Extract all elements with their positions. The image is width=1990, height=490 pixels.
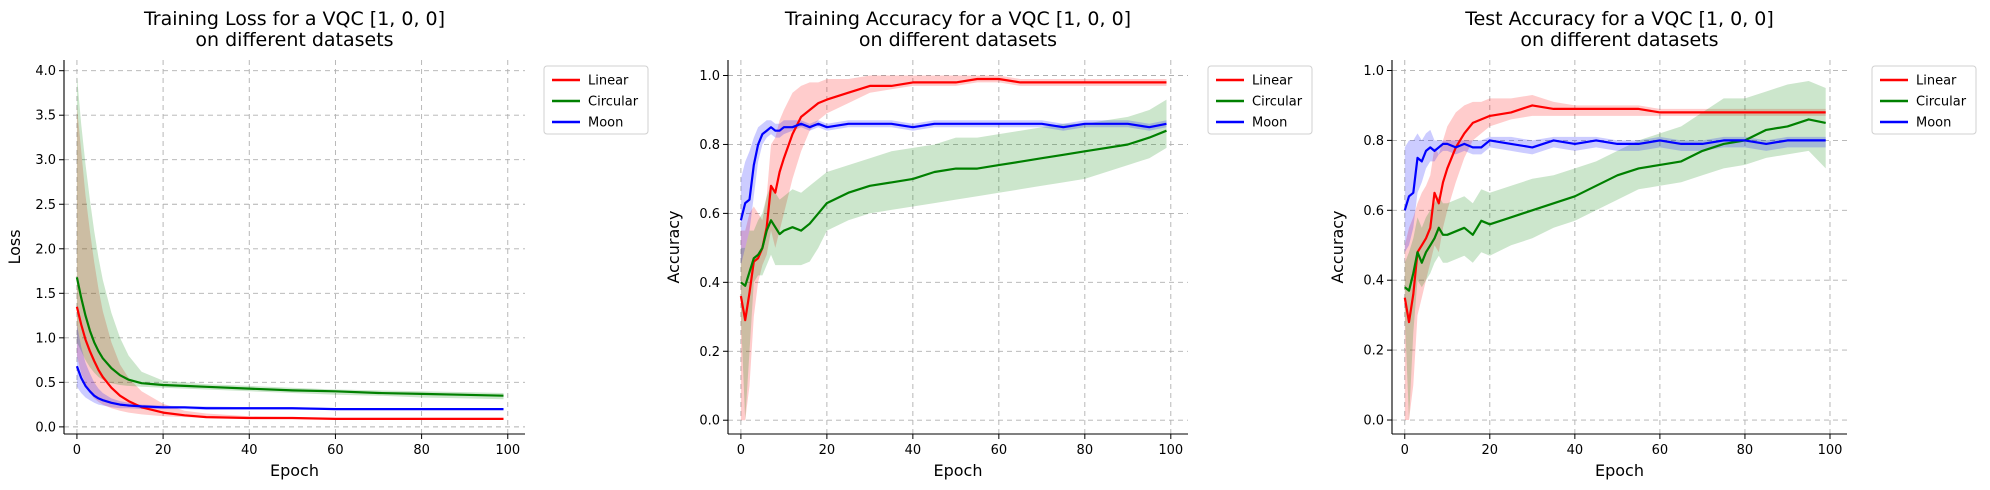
chart-panel-3: 0 20 40 60 80 100 0.0 0.2 0.4 0.6 0.8 1.0 Test Accur… <box>1328 8 1977 480</box>
x-axis-label: Epoch <box>270 461 319 480</box>
band-circular <box>1404 81 1826 420</box>
legend-frame <box>543 65 649 135</box>
band-circular <box>76 75 504 400</box>
y-tick-label: 0.2 <box>699 345 720 360</box>
chart-subtitle: on different datasets <box>1520 29 1718 51</box>
y-tick-label: 2.5 <box>35 198 56 213</box>
x-tick-label: 60 <box>1652 443 1669 458</box>
chart-panel-2: 0 20 40 60 80 100 0.0 0.2 0.4 0.6 0.8 1.0 Training A… <box>664 8 1313 480</box>
chart-subtitle: on different datasets <box>195 29 393 51</box>
x-tick-label: 100 <box>1158 443 1183 458</box>
legend-entry-moon: Moon <box>1252 116 1287 131</box>
series-line-circular <box>75 277 504 397</box>
legend-frame <box>1871 65 1977 135</box>
y-tick-label: 2.0 <box>35 242 56 257</box>
band-linear <box>76 106 504 420</box>
x-tick-label: 80 <box>1737 443 1754 458</box>
legend: Linear Circular Moon <box>543 65 649 135</box>
x-tick-label: 100 <box>1818 443 1843 458</box>
legend: Linear Circular Moon <box>1207 65 1313 135</box>
legend-entry-moon: Moon <box>1916 116 1951 131</box>
chart-panel-1: 0 20 40 60 80 100 0.0 0.5 1.0 1.5 2.0 2.5 3.0 3.5 4.0 T… <box>5 8 649 480</box>
y-tick-label: 3.0 <box>35 153 56 168</box>
x-tick-label: 40 <box>1567 443 1584 458</box>
x-tick-label: 60 <box>991 443 1008 458</box>
legend: Linear Circular Moon <box>1871 65 1977 135</box>
y-tick-label: 1.5 <box>35 287 56 302</box>
y-tick-label: 0.8 <box>699 138 720 153</box>
y-tick-label: 0.0 <box>35 420 56 435</box>
x-axis-label: Epoch <box>934 461 983 480</box>
x-tick-label: 80 <box>1077 443 1094 458</box>
x-tick-label: 0 <box>737 443 745 458</box>
chart-subtitle: on different datasets <box>859 29 1057 51</box>
x-tick-label: 40 <box>241 443 258 458</box>
series-line-circular <box>740 129 1167 287</box>
legend-frame <box>1207 65 1313 135</box>
x-tick-label: 60 <box>327 443 344 458</box>
x-tick-label: 100 <box>495 443 520 458</box>
x-tick-label: 0 <box>73 443 81 458</box>
y-axis-label: Loss <box>5 229 24 264</box>
x-tick-label: 40 <box>905 443 922 458</box>
y-axis-label: Accuracy <box>1328 210 1347 283</box>
chart-title: Training Loss for a VQC [1, 0, 0] <box>143 8 445 30</box>
chart-title: Training Accuracy for a VQC [1, 0, 0] <box>784 8 1131 30</box>
y-tick-label: 0.2 <box>1363 344 1384 359</box>
series-line-linear <box>1403 104 1826 324</box>
y-tick-label: 0.4 <box>1363 274 1384 289</box>
y-tick-label: 0.0 <box>1363 414 1384 429</box>
series-line-moon <box>739 122 1167 221</box>
x-axis-label: Epoch <box>1595 461 1644 480</box>
x-tick-label: 20 <box>155 443 172 458</box>
y-tick-label: 1.0 <box>699 69 720 84</box>
y-tick-label: 1.0 <box>35 331 56 346</box>
series-line-circular <box>1404 118 1826 292</box>
legend-entry-circular: Circular <box>588 95 639 110</box>
y-tick-label: 3.5 <box>35 109 56 124</box>
y-tick-label: 1.0 <box>1363 64 1384 79</box>
x-tick-label: 20 <box>1482 443 1499 458</box>
series-line-moon <box>1403 139 1826 211</box>
y-tick-label: 0.4 <box>699 276 720 291</box>
y-tick-label: 4.0 <box>35 64 56 79</box>
legend-entry-circular: Circular <box>1916 95 1967 110</box>
x-tick-label: 80 <box>413 443 430 458</box>
series-line-moon <box>75 365 504 411</box>
x-tick-label: 20 <box>819 443 836 458</box>
legend-entry-circular: Circular <box>1252 95 1303 110</box>
y-tick-label: 0.6 <box>1363 204 1384 219</box>
x-tick-label: 0 <box>1401 443 1409 458</box>
y-tick-label: 0.6 <box>699 207 720 222</box>
legend-entry-linear: Linear <box>1252 74 1293 89</box>
band-circular <box>740 99 1167 421</box>
band-moon <box>76 324 504 410</box>
chart-title: Test Accuracy for a VQC [1, 0, 0] <box>1464 8 1774 30</box>
legend-entry-linear: Linear <box>588 74 629 89</box>
y-tick-label: 0.5 <box>35 376 56 391</box>
legend-entry-moon: Moon <box>588 116 623 131</box>
y-axis-label: Accuracy <box>664 210 683 283</box>
y-tick-label: 0.8 <box>1363 134 1384 149</box>
y-tick-label: 0.0 <box>699 414 720 429</box>
legend-entry-linear: Linear <box>1916 74 1957 89</box>
